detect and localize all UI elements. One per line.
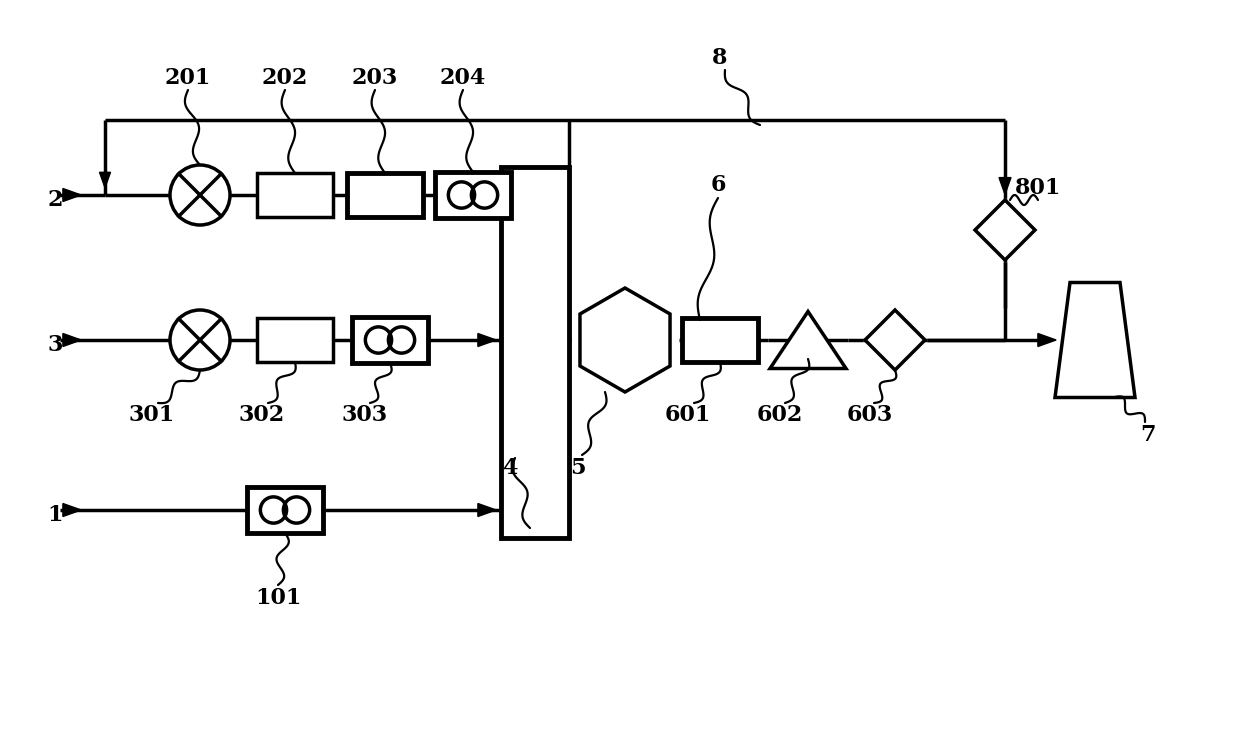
- Bar: [352, 317, 428, 363]
- Text: 3: 3: [47, 334, 63, 356]
- Text: 603: 603: [847, 404, 893, 426]
- Text: 302: 302: [239, 404, 285, 426]
- Text: 5: 5: [570, 457, 585, 479]
- Text: 204: 204: [440, 67, 486, 89]
- Text: 4: 4: [502, 457, 517, 479]
- Polygon shape: [1038, 333, 1056, 346]
- Text: 602: 602: [756, 404, 804, 426]
- Bar: [435, 172, 511, 218]
- Polygon shape: [99, 172, 110, 188]
- Polygon shape: [477, 504, 496, 517]
- Bar: [257, 173, 334, 217]
- Bar: [682, 318, 758, 362]
- Polygon shape: [63, 333, 81, 346]
- Text: 201: 201: [165, 67, 211, 89]
- Text: 801: 801: [1014, 177, 1061, 199]
- Polygon shape: [63, 504, 81, 517]
- Text: 203: 203: [352, 67, 398, 89]
- Polygon shape: [63, 189, 81, 202]
- Bar: [347, 173, 423, 217]
- Bar: [247, 487, 322, 533]
- Polygon shape: [580, 288, 670, 392]
- Circle shape: [170, 310, 229, 370]
- Text: 6: 6: [711, 174, 725, 196]
- Text: 301: 301: [129, 404, 175, 426]
- Bar: [257, 318, 334, 362]
- Polygon shape: [866, 310, 925, 370]
- Polygon shape: [1055, 283, 1135, 398]
- Text: 2: 2: [47, 189, 63, 211]
- Text: 303: 303: [342, 404, 388, 426]
- Text: 601: 601: [665, 404, 712, 426]
- Circle shape: [170, 165, 229, 225]
- Text: 7: 7: [1141, 424, 1156, 446]
- Text: 101: 101: [254, 587, 301, 609]
- Text: 8: 8: [712, 47, 728, 69]
- Text: 1: 1: [47, 504, 63, 526]
- Polygon shape: [999, 178, 1011, 195]
- Polygon shape: [975, 200, 1035, 260]
- Text: 202: 202: [262, 67, 309, 89]
- Polygon shape: [477, 333, 496, 346]
- Polygon shape: [770, 311, 846, 368]
- Bar: [501, 167, 569, 538]
